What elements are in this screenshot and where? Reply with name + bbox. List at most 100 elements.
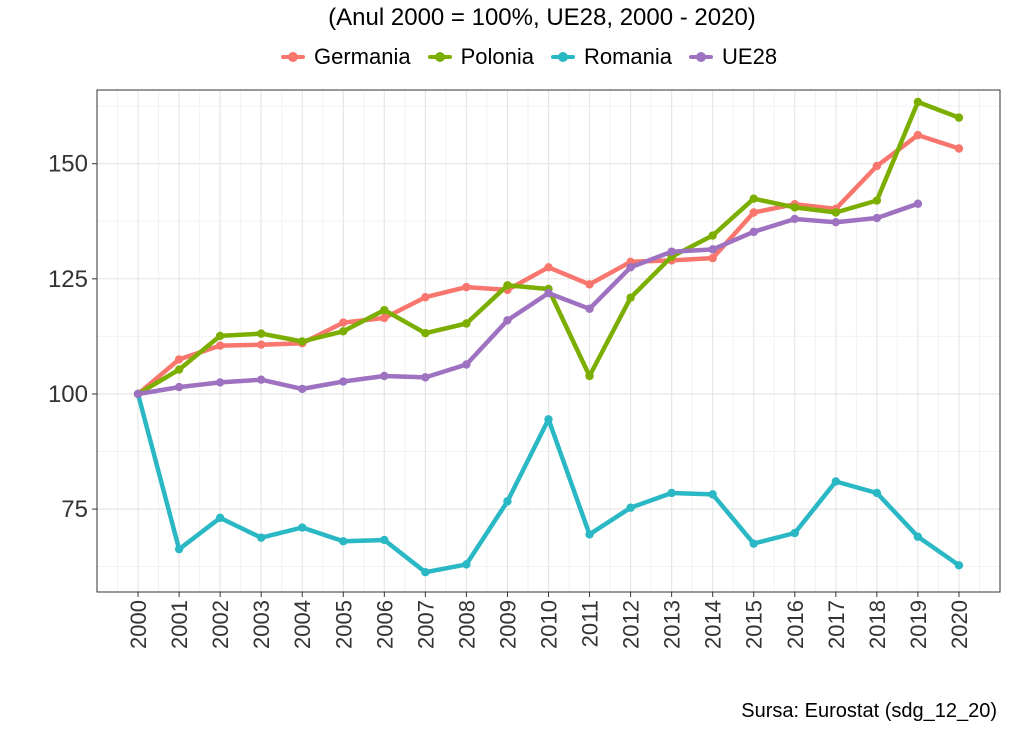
x-tick-label: 2009 bbox=[495, 600, 520, 649]
x-tick-label: 2013 bbox=[660, 600, 685, 649]
data-point-ue28 bbox=[503, 316, 512, 325]
data-point-germania bbox=[954, 144, 964, 153]
source-note: Sursa: Eurostat (sdg_12_20) bbox=[741, 700, 997, 722]
x-tick-label: 2010 bbox=[537, 600, 562, 649]
data-point-romania bbox=[954, 561, 964, 570]
data-point-ue28 bbox=[585, 304, 594, 313]
data-point-polonia bbox=[503, 281, 512, 290]
data-point-ue28 bbox=[544, 288, 553, 298]
x-tick-label: 2007 bbox=[413, 600, 438, 649]
data-point-ue28 bbox=[790, 214, 799, 224]
data-point-romania bbox=[256, 533, 266, 542]
y-tick-label: 125 bbox=[48, 266, 88, 293]
x-tick-label: 2015 bbox=[742, 600, 767, 649]
data-point-ue28 bbox=[749, 227, 758, 237]
data-point-romania bbox=[749, 539, 758, 548]
data-point-polonia bbox=[749, 194, 758, 203]
data-point-romania bbox=[339, 537, 348, 546]
data-point-ue28 bbox=[133, 389, 143, 399]
data-point-ue28 bbox=[256, 375, 266, 384]
data-point-polonia bbox=[215, 331, 225, 341]
data-point-polonia bbox=[380, 305, 389, 315]
data-point-polonia bbox=[831, 208, 841, 217]
x-tick-label: 2003 bbox=[249, 600, 274, 649]
data-point-ue28 bbox=[626, 263, 635, 272]
data-point-germania bbox=[380, 313, 389, 323]
data-point-romania bbox=[708, 490, 717, 499]
x-tick-label: 2002 bbox=[208, 600, 233, 649]
data-point-polonia bbox=[913, 97, 923, 107]
y-tick-label: 100 bbox=[48, 381, 88, 408]
data-point-romania bbox=[421, 567, 430, 577]
data-point-germania bbox=[462, 282, 471, 292]
data-point-germania bbox=[749, 208, 758, 217]
legend-key-polonia bbox=[427, 47, 453, 67]
legend-label-romania: Romania bbox=[583, 44, 673, 69]
legend-label-germania: Germania bbox=[314, 44, 411, 69]
data-point-ue28 bbox=[462, 360, 471, 369]
data-point-romania bbox=[462, 560, 471, 569]
data-point-ue28 bbox=[298, 384, 307, 394]
data-point-germania bbox=[421, 293, 430, 302]
legend-item-ue28: UE28 bbox=[688, 44, 777, 70]
data-point-ue28 bbox=[215, 378, 225, 387]
data-point-romania bbox=[380, 535, 389, 545]
data-point-romania bbox=[544, 415, 553, 424]
data-point-ue28 bbox=[339, 377, 348, 386]
legend-label-polonia: Polonia bbox=[460, 44, 534, 69]
x-tick-label: 2011 bbox=[578, 600, 603, 647]
data-point-romania bbox=[585, 530, 594, 539]
data-point-romania bbox=[913, 532, 923, 541]
data-point-romania bbox=[174, 544, 184, 554]
data-point-polonia bbox=[339, 327, 348, 336]
data-point-polonia bbox=[585, 371, 594, 381]
data-point-polonia bbox=[421, 328, 430, 338]
data-point-romania bbox=[872, 488, 882, 498]
x-tick-label: 2016 bbox=[783, 600, 808, 649]
data-point-polonia bbox=[256, 329, 266, 338]
x-tick-label: 2006 bbox=[372, 600, 397, 649]
data-point-romania bbox=[790, 528, 799, 538]
data-point-ue28 bbox=[667, 247, 676, 256]
x-tick-label: 2012 bbox=[619, 600, 644, 649]
data-point-ue28 bbox=[831, 217, 841, 227]
legend-item-germania: Germania bbox=[280, 44, 411, 70]
data-point-germania bbox=[913, 130, 923, 140]
x-tick-label: 2001 bbox=[167, 600, 192, 649]
data-point-germania bbox=[708, 253, 717, 263]
data-point-ue28 bbox=[913, 199, 923, 208]
x-tick-label: 2008 bbox=[454, 600, 479, 649]
legend-item-polonia: Polonia bbox=[427, 44, 534, 70]
data-point-romania bbox=[298, 523, 307, 532]
data-point-romania bbox=[503, 497, 512, 506]
data-point-ue28 bbox=[872, 213, 882, 223]
x-tick-label: 2018 bbox=[865, 600, 890, 649]
legend: Germania Polonia Romania UE28 bbox=[280, 44, 793, 70]
data-point-polonia bbox=[174, 365, 184, 374]
legend-item-romania: Romania bbox=[550, 44, 672, 70]
legend-key-romania bbox=[550, 47, 576, 67]
legend-label-ue28: UE28 bbox=[722, 44, 778, 69]
data-point-germania bbox=[215, 341, 225, 350]
x-tick-label: 2017 bbox=[824, 600, 849, 649]
x-tick-label: 2014 bbox=[701, 600, 726, 649]
data-point-ue28 bbox=[421, 373, 430, 382]
x-tick-label: 2020 bbox=[947, 600, 972, 649]
data-point-germania bbox=[585, 280, 594, 289]
data-point-polonia bbox=[954, 113, 964, 122]
data-point-romania bbox=[215, 513, 225, 523]
data-point-germania bbox=[872, 161, 882, 171]
data-point-polonia bbox=[872, 196, 882, 205]
data-point-polonia bbox=[708, 231, 717, 240]
data-point-germania bbox=[174, 355, 184, 364]
data-point-polonia bbox=[790, 203, 799, 212]
data-point-germania bbox=[339, 318, 348, 327]
legend-key-germania bbox=[280, 47, 306, 67]
y-tick-label: 150 bbox=[48, 151, 88, 178]
x-tick-label: 2004 bbox=[290, 600, 315, 649]
y-tick-label: 75 bbox=[61, 496, 88, 523]
legend-key-ue28 bbox=[688, 47, 714, 67]
data-point-germania bbox=[256, 340, 266, 349]
data-point-ue28 bbox=[708, 245, 717, 254]
